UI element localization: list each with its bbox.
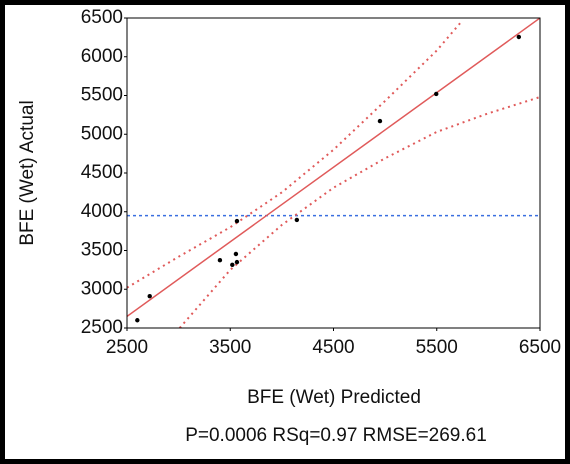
plot-frame: [126, 17, 541, 329]
y-tick-label: 3000: [81, 278, 123, 299]
y-tick-label: 5500: [81, 85, 123, 106]
x-tick-label: 3500: [209, 337, 251, 358]
point: [217, 257, 223, 263]
x-axis-label: BFE (Wet) Predicted: [247, 387, 421, 408]
point: [234, 218, 240, 224]
point: [230, 262, 235, 268]
point: [233, 251, 239, 257]
point: [434, 91, 439, 97]
x-tick-label: 5500: [416, 337, 458, 358]
y-tick-label: 6000: [81, 46, 123, 67]
y-tick-label: 4000: [81, 201, 123, 222]
y-tick-label: 5000: [81, 123, 123, 144]
y-tick-label: 3500: [81, 240, 123, 261]
point: [294, 217, 300, 223]
y-axis-label: BFE (Wet) Actual: [17, 100, 38, 245]
x-tick-label: 2500: [106, 337, 148, 358]
point: [377, 118, 383, 124]
y-tick-label: 4500: [81, 162, 123, 183]
point: [135, 318, 140, 323]
point: [516, 34, 522, 40]
fit-line: [127, 18, 540, 317]
confidence-lower: [178, 96, 540, 328]
x-tick-label: 4500: [312, 337, 354, 358]
y-tick-label: 2500: [81, 317, 123, 338]
background: [5, 5, 565, 459]
footer-stats: P=0.0006 RSq=0.97 RMSE=269.61: [185, 425, 487, 446]
y-tick-label: 6500: [81, 7, 123, 28]
point: [147, 294, 152, 299]
x-tick-label: 6500: [519, 337, 561, 358]
point: [234, 259, 240, 265]
